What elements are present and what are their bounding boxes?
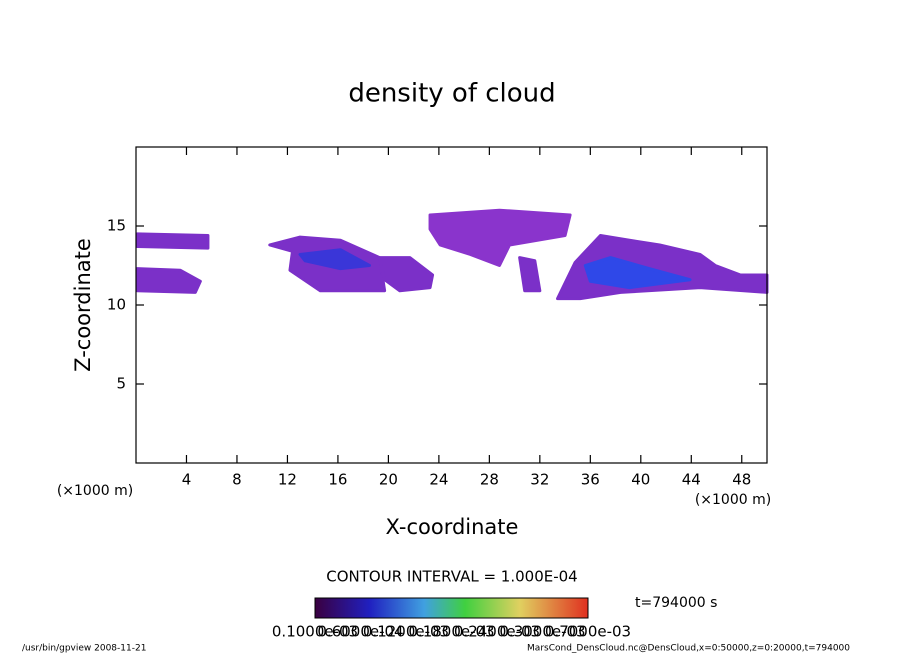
footer-left: /usr/bin/gpview 2008-11-21 (22, 644, 146, 654)
x-tick-label: 20 (379, 471, 398, 489)
x-tick-label: 4 (182, 471, 192, 489)
x-tick-label: 8 (232, 471, 242, 489)
colorbar-label: 0.1800e-03 (408, 623, 494, 641)
x-tick-label: 48 (732, 471, 751, 489)
colorbar-label: 0.2400e-03 (454, 623, 540, 641)
x-tick-label: 44 (682, 471, 701, 489)
cloud-region (135, 267, 202, 294)
x-axis-label: X-coordinate (386, 515, 519, 539)
colorbar-label: 0.6000e-04 (317, 623, 403, 641)
chart-title: density of cloud (348, 79, 555, 109)
x-tick-label: 12 (278, 471, 297, 489)
plot-frame (135, 146, 768, 464)
cloud-region (135, 232, 210, 250)
cloud-region (428, 208, 572, 267)
x-tick-label: 32 (530, 471, 549, 489)
y-tick-label: 5 (116, 375, 126, 393)
x-tick-label: 24 (429, 471, 448, 489)
colorbar-label: 0.3000e-03 (499, 623, 585, 641)
x-tick-label: 36 (581, 471, 600, 489)
footer-right: MarsCond_DensCloud.nc@DensCloud,x=0:5000… (527, 644, 850, 654)
y-axis-label: Z-coordinate (71, 238, 95, 372)
cloud-region (298, 248, 371, 271)
x-tick-label: 28 (480, 471, 499, 489)
x-tick-label: 16 (328, 471, 347, 489)
colorbar-label: 0.7000e-03 (545, 623, 631, 641)
colorbar-label: 0.1200e-03 (363, 623, 449, 641)
cloud-region (518, 256, 542, 293)
x-tick-label: 40 (631, 471, 650, 489)
cloud-region (583, 256, 692, 290)
time-label: t=794000 s (635, 595, 717, 611)
y-tick-label: 15 (107, 217, 126, 235)
colorbar-label: 0.1000e-03 (272, 623, 358, 641)
y-tick-label: 10 (107, 296, 126, 314)
cloud-region (378, 256, 435, 293)
x-unit: (×1000 m) (695, 492, 771, 508)
y-unit: (×1000 m) (57, 483, 133, 499)
contour-interval: CONTOUR INTERVAL = 1.000E-04 (326, 568, 577, 586)
colorbar (314, 597, 589, 619)
